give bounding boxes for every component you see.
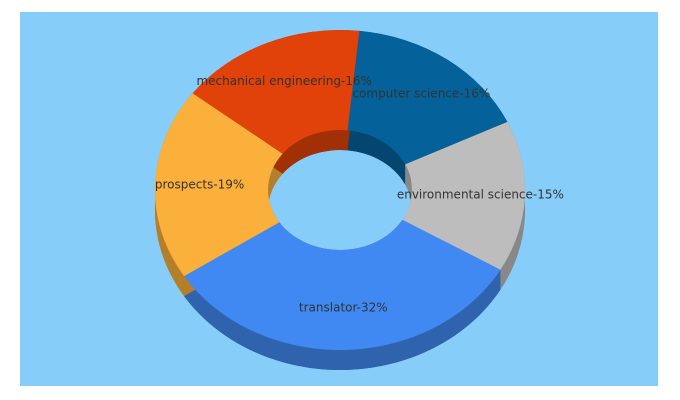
slice (192, 29, 360, 154)
slice-side (282, 130, 348, 174)
slice (402, 121, 525, 270)
data-label: mechanical engineering-16% (196, 74, 371, 88)
slice (184, 219, 501, 350)
slice-side (184, 269, 501, 370)
slice (154, 93, 283, 277)
slice-side (347, 130, 406, 185)
data-label: environmental science-15% (397, 187, 564, 201)
data-label: translator-32% (299, 300, 388, 314)
slice-labels: computer science-16% environmental scienc… (155, 74, 564, 314)
data-label: computer science-16% (352, 86, 490, 100)
data-label: prospects-19% (155, 178, 244, 192)
slice-tops (154, 29, 525, 350)
slice (347, 30, 508, 165)
